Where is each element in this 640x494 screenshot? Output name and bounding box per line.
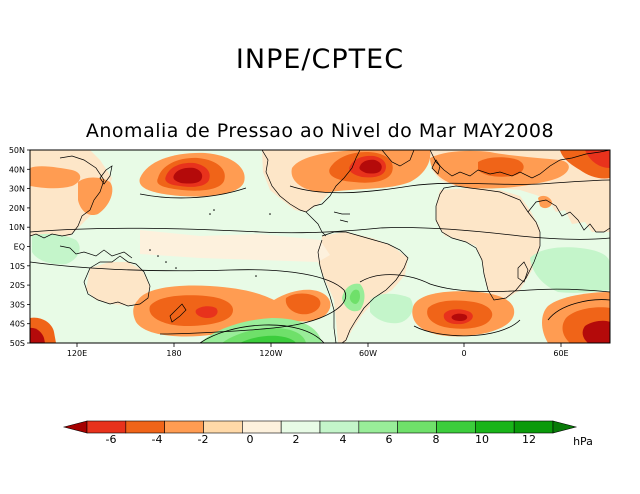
low-pressure-west-pacific (78, 177, 113, 216)
coastline-north-america (261, 150, 361, 213)
lat-label: 20N (9, 204, 25, 213)
low-pressure-europe (478, 157, 524, 177)
lat-label: 50S (10, 339, 25, 348)
colorbar (62, 420, 578, 434)
lat-label: 10N (9, 223, 25, 232)
low-pressure-south-atlantic-core (451, 313, 468, 321)
colorbar-label: 6 (386, 433, 393, 446)
coastline-indonesia (59, 245, 133, 259)
coastlines (30, 150, 610, 343)
high-pressure-indian-ocean (530, 247, 610, 293)
coastline-south-america (317, 231, 409, 343)
low-pressure-southwest-corner (30, 327, 45, 343)
colorbar-segment (164, 420, 204, 434)
colorbar-arrow-high (552, 420, 578, 434)
lon-label: 60E (553, 349, 568, 358)
low-pressure-south-pacific (149, 295, 233, 326)
latitude-axis (27, 149, 30, 344)
colorbar-segment (242, 420, 282, 434)
low-pressure-south-pacific-core (195, 306, 218, 318)
colorbar-segment (319, 420, 360, 434)
coastline-britain (431, 159, 441, 175)
colorbar-label: 2 (293, 433, 300, 446)
positive-anomaly-regions (32, 233, 610, 343)
land-south-america (318, 232, 408, 343)
lon-label: 120E (67, 349, 87, 358)
colorbar-label: -4 (152, 433, 163, 446)
colorbar-label: 8 (433, 433, 440, 446)
coastline-new-zealand (169, 303, 187, 323)
low-pressure-asia-northeast-core (585, 150, 610, 168)
colorbar-segment (358, 420, 398, 434)
coastline-madagascar (517, 261, 529, 283)
lat-label: 50N (9, 146, 25, 155)
land-africa (436, 188, 540, 300)
colorbar-segment (436, 420, 476, 434)
colorbar-segment (513, 420, 554, 434)
lat-label: 20S (10, 281, 25, 290)
colorbar-label: 12 (522, 433, 536, 446)
high-pressure-south-atlantic (370, 293, 413, 324)
lat-label: EQ (14, 243, 25, 252)
lat-label: 30N (9, 185, 25, 194)
low-pressure-north-atlantic-core (359, 159, 382, 174)
lon-label: 180 (166, 349, 181, 358)
colorbar-label: -2 (198, 433, 209, 446)
coastline-arabia-india (527, 199, 610, 233)
colorbar-arrow-low (62, 420, 88, 434)
lat-label: 40N (9, 165, 25, 174)
lon-label: 120W (259, 349, 282, 358)
coastline-australia (83, 255, 151, 307)
lat-label: 10S (10, 262, 25, 271)
colorbar-segment (125, 420, 165, 434)
lat-label: 30S (10, 300, 25, 309)
land-australia (86, 262, 150, 306)
pacific-islands (149, 209, 271, 277)
lat-label: 40S (10, 320, 25, 329)
colorbar-unit: hPa (573, 435, 593, 448)
colorbar-label: 0 (247, 433, 254, 446)
coastline-greenland (381, 150, 415, 167)
high-pressure-southern-pacific-core (240, 335, 296, 343)
map-panel (30, 150, 610, 343)
colorbar-segment (280, 420, 321, 434)
coastline-japan (99, 165, 113, 185)
longitude-axis (76, 343, 562, 347)
low-pressure-west-pacific (30, 166, 81, 189)
colorbar-segment (397, 420, 437, 434)
high-pressure-west-pacific (32, 233, 80, 265)
low-pressure-arabia (538, 195, 552, 209)
page-title: INPE/CPTEC (235, 44, 405, 75)
low-pressure-south-pacific-east (285, 293, 321, 315)
colorbar-label: 4 (340, 433, 347, 446)
negative-anomaly-regions (30, 150, 610, 343)
coastline-europe (429, 150, 610, 179)
coastline-africa (435, 185, 541, 301)
low-pressure-north-pacific-core (173, 167, 203, 184)
coastline-central-america (305, 211, 327, 237)
latitude-labels: 50N 40N 30N 20N 10N EQ 10S 20S 30S 40S 5… (9, 146, 25, 348)
coastline-east-asia (30, 150, 105, 239)
colorbar-segment (203, 420, 243, 434)
band-tropical-negative (140, 230, 330, 262)
low-pressure-southern-indian-core (582, 320, 610, 343)
lon-label: 60W (359, 349, 377, 358)
colorbar-segment (475, 420, 515, 434)
longitude-labels: 120E 180 120W 60W 0 60E (67, 349, 569, 358)
contour-lines (30, 179, 610, 343)
colorbar-label: -6 (106, 433, 117, 446)
high-pressure-south-america-core (349, 289, 360, 304)
colorbar-label: 10 (475, 433, 489, 446)
colorbar-segment (86, 420, 127, 434)
coastline-caribbean (333, 211, 350, 223)
map-subtitle: Anomalia de Pressao ao Nivel do Mar MAY2… (85, 120, 555, 142)
lon-label: 0 (461, 349, 466, 358)
colorbar-labels: -6 -4 -2 0 2 4 6 8 10 12 hPa (106, 433, 593, 448)
